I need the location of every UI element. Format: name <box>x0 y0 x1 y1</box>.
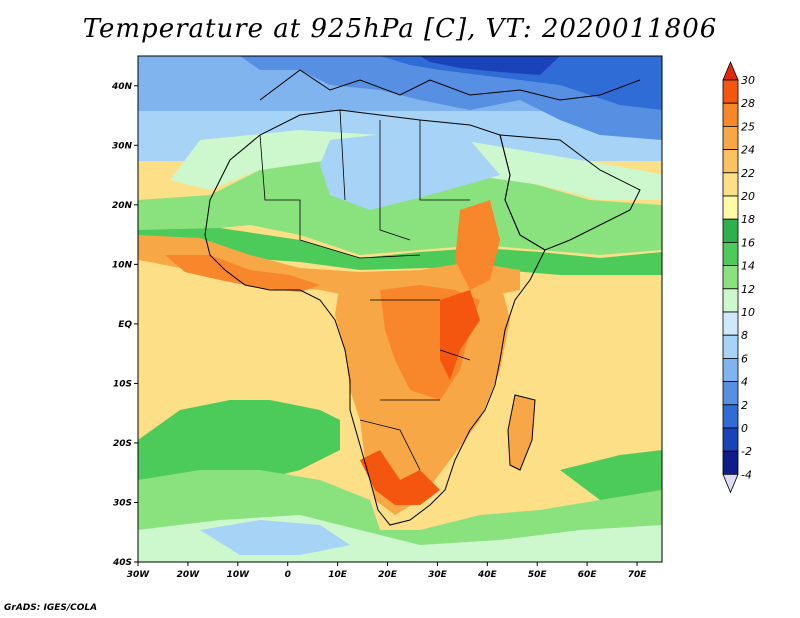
ethiopia-hot <box>455 200 500 290</box>
sahel-green <box>138 228 662 275</box>
y-tick-label: 30S <box>113 498 132 508</box>
colorbar-swatch <box>722 311 739 336</box>
y-tick-label: 30N <box>112 141 133 151</box>
colorbar-swatch <box>722 172 739 197</box>
y-tick-label: 20N <box>112 201 133 211</box>
y-tick-label: 10S <box>113 379 132 389</box>
x-tick-label: 10W <box>227 570 251 580</box>
colorbar-label: 18 <box>741 213 755 226</box>
europe-coast <box>259 69 641 101</box>
colorbar-label: 4 <box>741 376 748 389</box>
west-africa-hot <box>165 255 320 292</box>
colorbar-label: 16 <box>741 236 755 249</box>
colorbar-swatch <box>722 427 739 452</box>
plot-frame <box>137 55 663 563</box>
y-tick-label: 40N <box>111 82 133 92</box>
temperature-field <box>138 56 662 562</box>
sahara-blue <box>320 130 500 210</box>
indian-ocean-green <box>560 450 662 500</box>
colorbar-bottom-arrow <box>722 473 739 494</box>
chart-title: Temperature at 925hPa [C], VT: 202001180… <box>82 14 718 44</box>
y-tick-label: 10N <box>112 260 133 270</box>
colorbar-swatch <box>722 357 739 382</box>
arabia-outline <box>499 134 641 251</box>
colorbar-swatch <box>722 102 739 127</box>
south-ocean-blue <box>200 520 350 555</box>
colorbar-label: 14 <box>741 260 755 273</box>
southern-africa-hot <box>360 450 440 505</box>
colorbar-label: 6 <box>741 352 748 365</box>
colorbar-swatch <box>722 288 739 313</box>
colorbar-swatch <box>722 195 739 220</box>
x-axis: 30W 20W 10W 0 10E 20E 30E 40E 50E 60E 70E <box>127 562 647 580</box>
colorbar-swatch <box>722 334 739 359</box>
x-tick-label: 60E <box>578 570 598 580</box>
colorbar-label: -2 <box>741 445 752 458</box>
colorbar-swatch <box>722 381 739 406</box>
x-tick-label: 0 <box>285 570 291 580</box>
madagascar-outline <box>507 394 536 471</box>
colorbar-label: 0 <box>741 422 748 435</box>
colorbar-label: 2 <box>741 399 748 412</box>
colorbar-label: 10 <box>741 306 755 319</box>
africa-coastline <box>204 109 546 526</box>
colorbar-swatch <box>722 265 739 290</box>
colorbar-swatch <box>722 149 739 174</box>
colorbar-label: 22 <box>741 167 755 180</box>
x-tick-label: 10E <box>328 570 348 580</box>
country-borders <box>259 109 471 471</box>
colorbar-label: 8 <box>741 329 748 342</box>
x-tick-label: 30W <box>127 570 151 580</box>
madagascar-field <box>508 395 535 470</box>
x-tick-label: 20E <box>378 570 398 580</box>
y-axis: 40N 30N 20N 10N EQ 10S 20S 30S 40S <box>111 82 138 568</box>
colorbar-label: 30 <box>741 74 755 87</box>
colorbar-swatch <box>722 241 739 266</box>
colorbar-swatch <box>722 404 739 429</box>
colorbar-top-arrow <box>722 60 739 81</box>
europe-coldest <box>420 56 560 75</box>
colorbar-label: -4 <box>741 468 752 481</box>
colorbar-label: 20 <box>741 190 755 203</box>
colorbar-label: 25 <box>741 120 755 133</box>
x-tick-label: 20W <box>177 570 201 580</box>
sahara-green <box>138 160 662 255</box>
colorbar-label: 12 <box>741 283 755 296</box>
colorbar-label: 28 <box>741 97 755 110</box>
colorbar-swatch <box>722 126 739 151</box>
x-tick-label: 70E <box>628 570 648 580</box>
east-africa-hotspot <box>440 290 480 380</box>
credit-label: GrADS: IGES/COLA <box>4 603 98 613</box>
y-tick-label: EQ <box>118 320 132 330</box>
colorbar-swatch <box>722 450 739 475</box>
europe-colder <box>380 56 662 110</box>
y-tick-label: 20S <box>113 439 132 449</box>
colorbar-swatch <box>722 218 739 243</box>
x-tick-label: 50E <box>528 570 548 580</box>
y-tick-label: 40S <box>112 558 132 568</box>
x-tick-label: 40E <box>477 570 498 580</box>
colorbar-label: 24 <box>741 144 755 157</box>
colorbar-swatch <box>722 79 739 104</box>
x-tick-label: 30E <box>428 570 448 580</box>
